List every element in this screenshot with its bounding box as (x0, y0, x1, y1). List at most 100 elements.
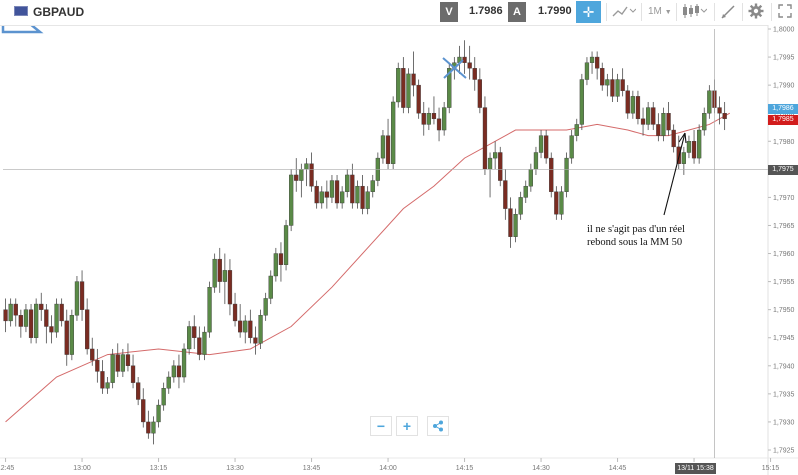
x-tick-label: 13:45 (303, 465, 321, 472)
candle-body (498, 152, 503, 181)
moving-average-line (5, 112, 730, 423)
y-tick-label: 1,7925 (773, 448, 795, 455)
candle-body (686, 141, 692, 153)
candle-body (54, 303, 59, 333)
candle-body (146, 421, 151, 434)
candle-body (365, 191, 370, 209)
candle-body (319, 191, 324, 204)
candle-body (503, 180, 508, 209)
candle-body (640, 118, 646, 125)
chart-toolbar: GBPAUD V 1.7986 A 1.7990 ✛ 1M ▼ (0, 0, 798, 26)
candle-body (355, 185, 360, 204)
candle-body (171, 365, 176, 378)
candle-body (289, 174, 294, 226)
candle-body (605, 79, 610, 86)
candle-body (151, 421, 156, 434)
candle-body (360, 185, 365, 209)
y-tick-label: 1,7985 (773, 111, 795, 118)
minus-icon: − (376, 418, 386, 434)
candlestick-icon (683, 4, 708, 18)
bid-price-tag: 1,7986 (768, 104, 798, 114)
candle-body (28, 309, 34, 338)
x-tick-label: 13:15 (150, 465, 168, 472)
candle-body (477, 79, 482, 108)
timeframe-select[interactable]: 1M ▼ (648, 6, 672, 17)
price-chart[interactable]: 1,8000 1,7995 1,7990 1,7985 1,7980 1,7975 1,79… (0, 25, 798, 475)
candle-body (227, 270, 233, 305)
x-tick-label: 14:00 (379, 465, 397, 472)
candle-body (544, 135, 549, 159)
candle-body (431, 112, 437, 120)
x-tick-label: 13:00 (73, 465, 91, 472)
candle-body (421, 112, 426, 125)
candle-body (630, 96, 635, 114)
draw-button[interactable] (720, 4, 736, 23)
candle-body (79, 281, 85, 310)
line-chart-button[interactable] (612, 3, 637, 22)
candle-body (294, 174, 299, 181)
candle-body (508, 208, 513, 237)
zoom-out-button[interactable]: − (370, 416, 392, 436)
crosshair-time-label: 13/11 15:38 (675, 463, 716, 474)
settings-button[interactable] (748, 3, 764, 22)
candle-body (385, 135, 391, 164)
candle-body (625, 90, 630, 114)
candle-body (248, 320, 253, 338)
candle-body (207, 287, 212, 333)
candle-body (197, 337, 202, 355)
candle-body (120, 354, 125, 372)
candle-body (243, 320, 248, 333)
buy-button[interactable]: A (508, 2, 526, 22)
candle-body (666, 112, 671, 131)
y-tick-label: 1,7935 (773, 391, 795, 398)
candle-body (263, 298, 268, 316)
candle-body (105, 382, 110, 389)
candle-body (110, 354, 115, 383)
candle-body (380, 135, 386, 159)
fullscreen-button[interactable] (778, 4, 792, 21)
share-button[interactable] (427, 416, 449, 436)
candle-body (538, 135, 544, 153)
candle-body (324, 191, 329, 198)
crosshair-price-label: 1,7975 (768, 165, 798, 175)
candle-body (569, 135, 574, 159)
crosshair-button[interactable]: ✛ (576, 1, 601, 23)
y-tick-label: 1,7990 (773, 83, 795, 90)
candle-body (559, 191, 564, 215)
flag-icon (14, 6, 28, 16)
candle-body (181, 348, 187, 378)
chart-type-button[interactable] (681, 3, 708, 22)
x-tick-label: 14:30 (532, 465, 550, 472)
candle-body (156, 404, 161, 423)
candle-body (309, 163, 314, 187)
candle-body (202, 331, 207, 355)
ask-price-tag: 1,7985 (768, 115, 798, 125)
zoom-in-button[interactable]: + (396, 416, 418, 436)
candle-body (74, 281, 80, 316)
candle-body (350, 174, 355, 204)
y-tick-label: 1,7960 (773, 251, 795, 258)
candle-body (681, 152, 686, 164)
candle-body (549, 157, 554, 192)
candle-body (100, 371, 105, 389)
candle-body (493, 152, 498, 159)
candle-body (584, 62, 590, 80)
candle-body (447, 68, 452, 108)
candle-body (187, 326, 192, 350)
candle-body (345, 174, 350, 192)
candle-body (85, 309, 90, 350)
candle-body (651, 107, 656, 125)
candle-body (212, 258, 217, 288)
y-tick-label: 1,8000 (773, 27, 795, 34)
candle-body (115, 354, 120, 372)
candle-body (44, 309, 49, 327)
candle-body (268, 275, 273, 299)
candle-body (130, 365, 136, 383)
candle-body (95, 359, 100, 372)
sell-button[interactable]: V (440, 2, 458, 22)
candle-body (513, 214, 518, 237)
annotation-arrow (663, 132, 686, 216)
x-tick-label: 15:15 (762, 465, 780, 472)
candle-body (238, 320, 243, 333)
candle-body (391, 101, 396, 164)
